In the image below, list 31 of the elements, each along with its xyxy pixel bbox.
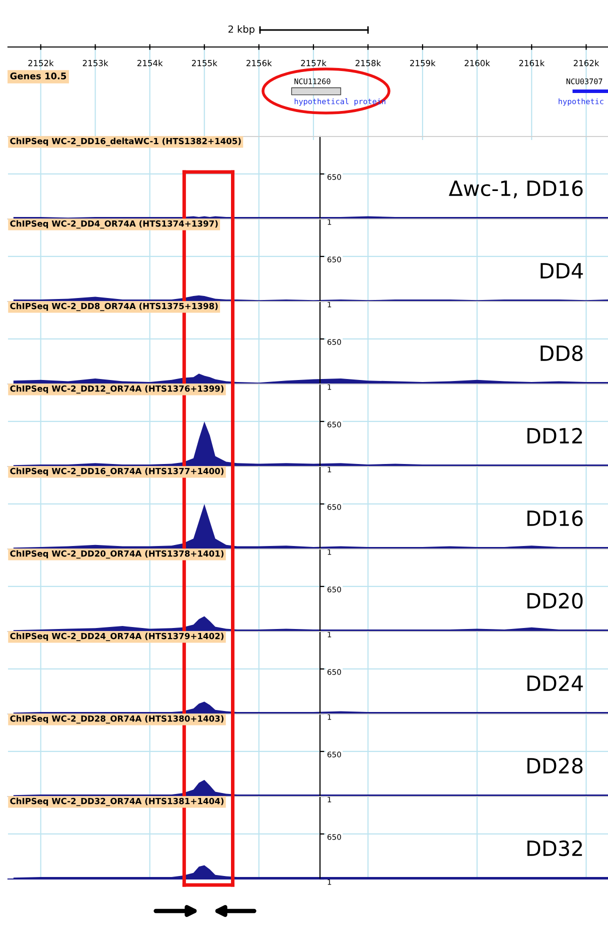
annotation: DD20 — [527, 592, 583, 609]
chart-title: ChIPSeq WC-2_DD20_OR74A (HTS1378+1401) — [10, 550, 224, 559]
chart-title: ChIPSeq WC-2_DD16_deltaWC-1 (HTS1382+1405) — [10, 138, 241, 146]
x-tick-label: 2156k — [246, 60, 272, 66]
x-tick-label: 2161k — [519, 60, 545, 66]
x-tick-label: 2157k — [301, 60, 326, 66]
chart-title: ChIPSeq WC-2_DD32_OR74A (HTS1381+1404) — [10, 798, 224, 806]
x-tick-label: 2153k — [82, 60, 108, 66]
annotation: DD28 — [527, 758, 583, 774]
annotation: DD16 — [527, 510, 583, 526]
chart-title: ChIPSeq WC-2_DD24_OR74A (HTS1379+1402) — [10, 632, 224, 642]
annotation: DD12 — [527, 428, 582, 444]
x-tick-label: 2155k — [192, 60, 218, 66]
x-tick-label: 2159k — [410, 60, 436, 66]
chart-title: ChIPSeq WC-2_DD16_OR74A (HTS1377+1400) — [10, 468, 224, 476]
annotation: Δwc-1, DD16 — [448, 180, 583, 198]
annotation: DD4 — [540, 263, 583, 278]
chart-title: ChIPSeq WC-2_DD12_OR74A (HTS1376+1399) — [10, 385, 224, 394]
x-tick-label: 2154k — [137, 60, 163, 66]
x-tick-label: 2158k — [356, 60, 381, 66]
chart-title: ChIPSeq WC-2_DD8_OR74A (HTS1375+1398) — [10, 302, 218, 312]
chart-title: ChIPSeq WC-2_DD28_OR74A (HTS1380+1403) — [10, 715, 224, 724]
text: Genes 10.5 — [10, 72, 66, 80]
chart-title: ChIPSeq WC-2_DD4_OR74A (HTS1374+1397) — [10, 220, 218, 229]
x-tick-label: 2160k — [464, 60, 490, 66]
annotation: DD32 — [527, 840, 582, 856]
x-tick-label: 2162k — [574, 60, 600, 66]
annotation: DD24 — [527, 675, 583, 691]
annotation: DD8 — [540, 345, 583, 362]
text: 2 kbp — [228, 25, 254, 35]
x-tick-label: 2152k — [28, 60, 54, 66]
